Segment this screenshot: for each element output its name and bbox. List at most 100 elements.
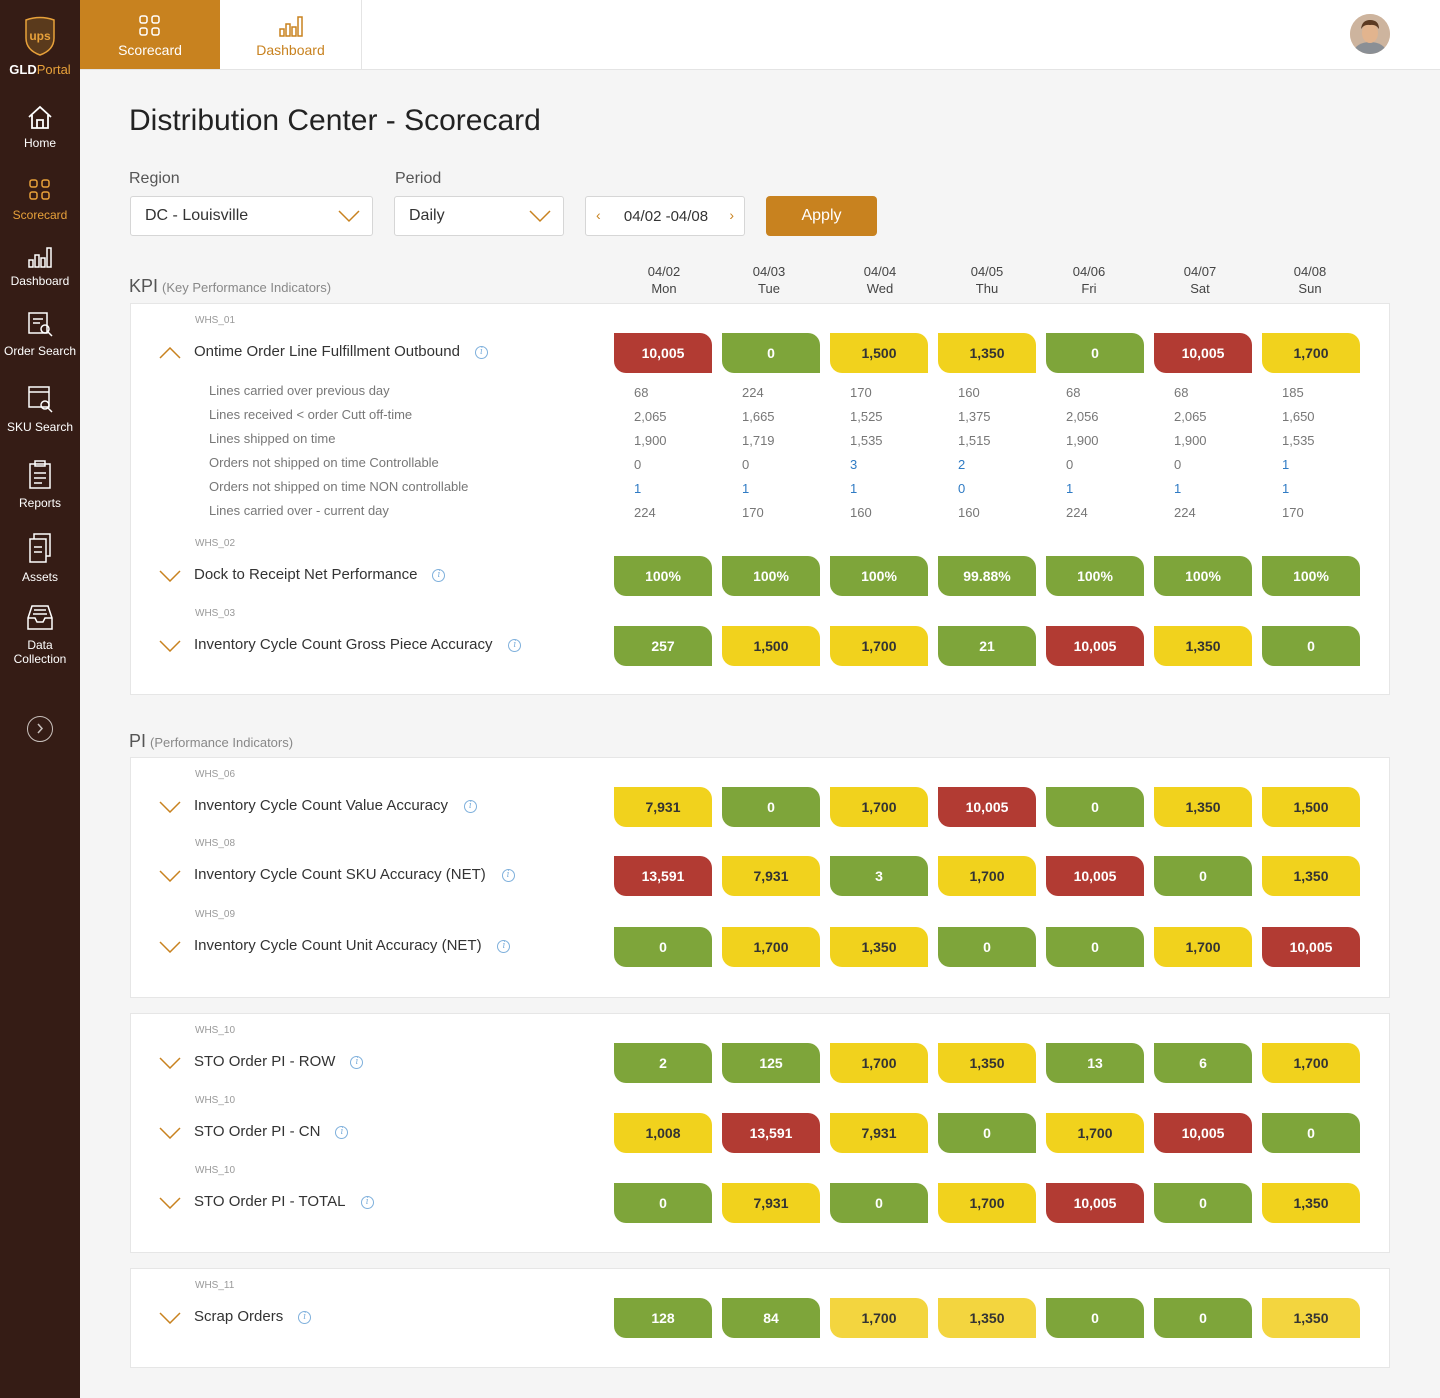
score-cell[interactable]: 1,350 xyxy=(938,1043,1036,1083)
detail-value[interactable]: 1 xyxy=(1174,481,1182,496)
chevron-down-icon[interactable] xyxy=(159,870,181,882)
score-cell[interactable]: 100% xyxy=(1262,556,1360,596)
detail-value[interactable]: 1 xyxy=(634,481,642,496)
score-cell[interactable]: 1,700 xyxy=(1262,1043,1360,1083)
score-cell[interactable]: 1,350 xyxy=(1262,1298,1360,1338)
detail-value[interactable]: 3 xyxy=(850,457,858,472)
score-cell[interactable]: 1,350 xyxy=(1262,856,1360,896)
detail-value[interactable]: 1 xyxy=(1282,457,1290,472)
info-icon[interactable]: i xyxy=(335,1126,349,1139)
score-cell[interactable]: 0 xyxy=(830,1183,928,1223)
date-next-button[interactable]: › xyxy=(729,207,734,223)
apply-button[interactable]: Apply xyxy=(766,196,877,236)
tab-dashboard[interactable]: Dashboard xyxy=(220,0,362,69)
sidebar-item-home[interactable]: Home xyxy=(0,104,80,150)
score-cell[interactable]: 100% xyxy=(1046,556,1144,596)
score-cell[interactable]: 1,700 xyxy=(938,856,1036,896)
score-cell[interactable]: 10,005 xyxy=(938,787,1036,827)
score-cell[interactable]: 1,350 xyxy=(938,333,1036,373)
chevron-down-icon[interactable] xyxy=(159,1312,181,1324)
score-cell[interactable]: 7,931 xyxy=(722,856,820,896)
score-cell[interactable]: 13,591 xyxy=(614,856,712,896)
score-cell[interactable]: 7,931 xyxy=(830,1113,928,1153)
score-cell[interactable]: 0 xyxy=(1154,1298,1252,1338)
score-cell[interactable]: 1,500 xyxy=(1262,787,1360,827)
score-cell[interactable]: 0 xyxy=(722,333,820,373)
sidebar-item-data-collection[interactable]: Data Collection xyxy=(0,602,80,666)
info-icon[interactable]: i xyxy=(350,1056,364,1069)
score-cell[interactable]: 1,700 xyxy=(1046,1113,1144,1153)
sidebar-item-order-search[interactable]: Order Search xyxy=(0,310,80,358)
score-cell[interactable]: 1,350 xyxy=(1154,626,1252,666)
sidebar-item-scorecard[interactable]: Scorecard xyxy=(0,178,80,222)
date-prev-button[interactable]: ‹ xyxy=(596,207,601,223)
score-cell[interactable]: 1,700 xyxy=(722,927,820,967)
score-cell[interactable]: 10,005 xyxy=(1046,1183,1144,1223)
chevron-down-icon[interactable] xyxy=(159,640,181,652)
detail-value[interactable]: 2 xyxy=(958,457,966,472)
score-cell[interactable]: 1,700 xyxy=(830,626,928,666)
score-cell[interactable]: 100% xyxy=(1154,556,1252,596)
detail-value[interactable]: 0 xyxy=(958,481,966,496)
info-icon[interactable]: i xyxy=(497,940,511,953)
score-cell[interactable]: 1,700 xyxy=(1262,333,1360,373)
score-cell[interactable]: 1,008 xyxy=(614,1113,712,1153)
score-cell[interactable]: 0 xyxy=(1046,1298,1144,1338)
info-icon[interactable]: i xyxy=(508,639,522,652)
score-cell[interactable]: 1,700 xyxy=(830,1298,928,1338)
score-cell[interactable]: 13,591 xyxy=(722,1113,820,1153)
score-cell[interactable]: 10,005 xyxy=(1262,927,1360,967)
info-icon[interactable]: i xyxy=(463,800,477,813)
score-cell[interactable]: 13 xyxy=(1046,1043,1144,1083)
score-cell[interactable]: 0 xyxy=(1262,1113,1360,1153)
chevron-down-icon[interactable] xyxy=(159,941,181,953)
score-cell[interactable]: 0 xyxy=(938,927,1036,967)
brand-logo[interactable]: ups GLDPortal xyxy=(0,0,80,80)
score-cell[interactable]: 6 xyxy=(1154,1043,1252,1083)
avatar[interactable] xyxy=(1350,14,1390,54)
score-cell[interactable]: 125 xyxy=(722,1043,820,1083)
sidebar-item-dashboard[interactable]: Dashboard xyxy=(0,246,80,288)
info-icon[interactable]: i xyxy=(298,1311,312,1324)
info-icon[interactable]: i xyxy=(474,346,488,359)
score-cell[interactable]: 1,700 xyxy=(830,1043,928,1083)
score-cell[interactable]: 1,350 xyxy=(1154,787,1252,827)
score-cell[interactable]: 0 xyxy=(1046,927,1144,967)
score-cell[interactable]: 0 xyxy=(1046,787,1144,827)
sidebar-expand-button[interactable] xyxy=(27,716,53,742)
score-cell[interactable]: 0 xyxy=(1154,1183,1252,1223)
score-cell[interactable]: 1,350 xyxy=(830,927,928,967)
score-cell[interactable]: 10,005 xyxy=(1154,1113,1252,1153)
score-cell[interactable]: 100% xyxy=(722,556,820,596)
score-cell[interactable]: 100% xyxy=(830,556,928,596)
score-cell[interactable]: 84 xyxy=(722,1298,820,1338)
score-cell[interactable]: 0 xyxy=(614,1183,712,1223)
score-cell[interactable]: 7,931 xyxy=(722,1183,820,1223)
tab-scorecard[interactable]: Scorecard xyxy=(80,0,220,69)
detail-value[interactable]: 1 xyxy=(1282,481,1290,496)
score-cell[interactable]: 0 xyxy=(1154,856,1252,896)
info-icon[interactable]: i xyxy=(432,569,446,582)
score-cell[interactable]: 2 xyxy=(614,1043,712,1083)
region-select[interactable]: DC - Louisville xyxy=(130,196,373,236)
detail-value[interactable]: 1 xyxy=(850,481,858,496)
score-cell[interactable]: 21 xyxy=(938,626,1036,666)
score-cell[interactable]: 257 xyxy=(614,626,712,666)
score-cell[interactable]: 1,350 xyxy=(938,1298,1036,1338)
score-cell[interactable]: 7,931 xyxy=(614,787,712,827)
score-cell[interactable]: 128 xyxy=(614,1298,712,1338)
chevron-down-icon[interactable] xyxy=(159,1127,181,1139)
detail-value[interactable]: 1 xyxy=(742,481,750,496)
score-cell[interactable]: 0 xyxy=(1046,333,1144,373)
period-select[interactable]: Daily xyxy=(394,196,564,236)
score-cell[interactable]: 1,700 xyxy=(1154,927,1252,967)
chevron-up-icon[interactable] xyxy=(159,347,181,359)
score-cell[interactable]: 1,700 xyxy=(938,1183,1036,1223)
score-cell[interactable]: 10,005 xyxy=(1046,626,1144,666)
sidebar-item-reports[interactable]: Reports xyxy=(0,460,80,510)
score-cell[interactable]: 0 xyxy=(614,927,712,967)
sidebar-item-assets[interactable]: Assets xyxy=(0,532,80,584)
chevron-down-icon[interactable] xyxy=(159,570,181,582)
score-cell[interactable]: 1,350 xyxy=(1262,1183,1360,1223)
chevron-down-icon[interactable] xyxy=(159,1197,181,1209)
